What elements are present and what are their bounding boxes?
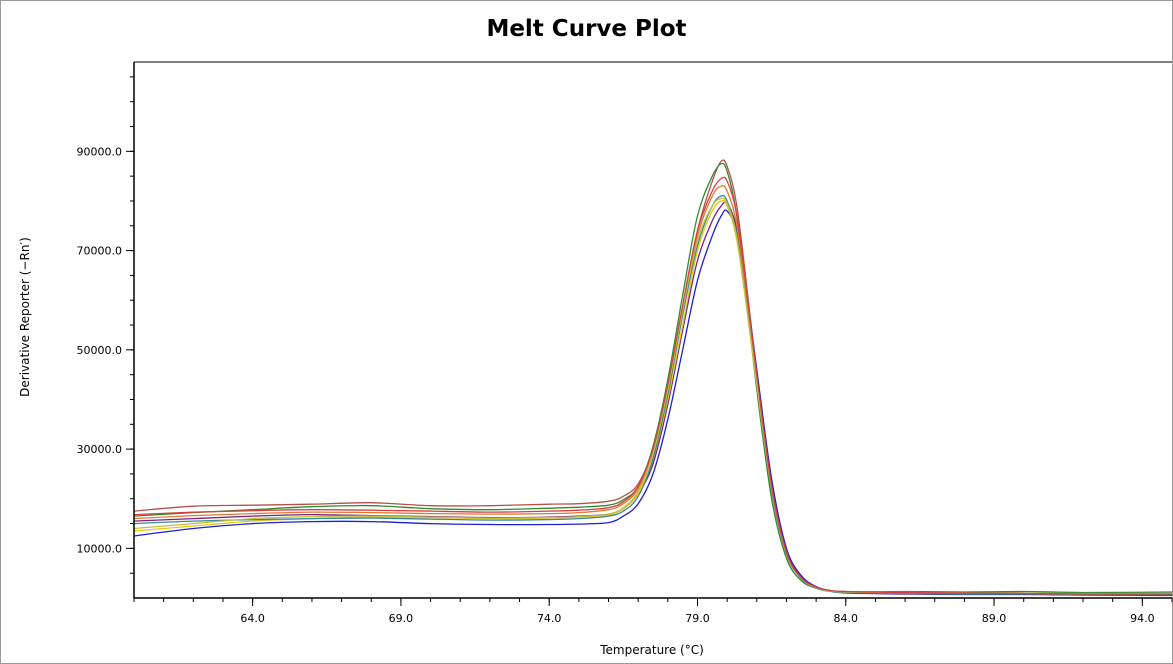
x-tick-label: 84.0 [834, 612, 859, 625]
series-line-6 [133, 185, 1173, 596]
x-tick-label: 74.0 [537, 612, 562, 625]
y-tick-label: 30000.0 [77, 443, 123, 456]
x-tick-label: 64.0 [240, 612, 265, 625]
series-line-2 [133, 162, 1173, 594]
y-tick-label: 70000.0 [77, 245, 123, 258]
axes-layer: 10000.0 30000.0 50000.0 70000.0 90000.0 64.0 6… [77, 61, 1173, 625]
y-tick-label: 90000.0 [77, 145, 123, 158]
series-line-5 [133, 199, 1173, 595]
x-tick-label: 94.0 [1130, 612, 1155, 625]
series-line-3 [133, 209, 1173, 596]
x-axis-label: Temperature (°C) [600, 643, 704, 657]
series-line-4 [133, 201, 1173, 597]
y-tick-label: 50000.0 [77, 344, 123, 357]
chart-title: Melt Curve Plot [486, 16, 687, 42]
y-tick-label: 10000.0 [77, 542, 123, 555]
series-line-9 [133, 176, 1173, 595]
series-line-7 [133, 194, 1173, 596]
series-layer [133, 159, 1173, 597]
x-tick-label: 69.0 [389, 612, 414, 625]
x-tick-label: 89.0 [982, 612, 1007, 625]
series-line-8 [133, 197, 1173, 595]
series-line-1 [133, 159, 1173, 595]
x-tick-label: 79.0 [685, 612, 710, 625]
